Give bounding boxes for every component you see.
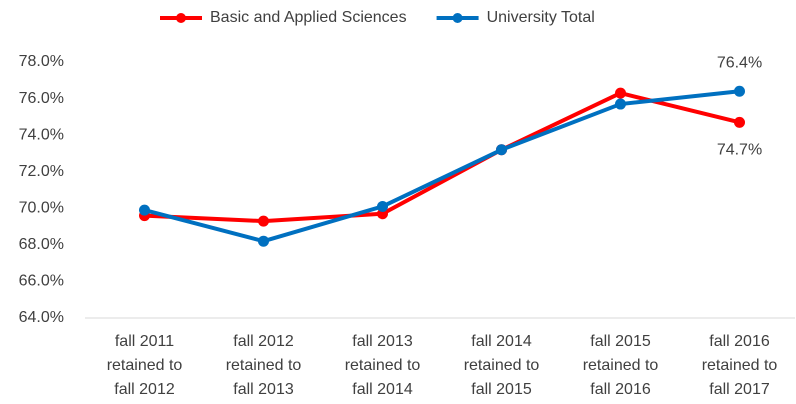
data-label: 74.7% — [717, 142, 762, 159]
series-marker — [615, 87, 626, 99]
series-line — [144, 91, 740, 224]
series-marker — [496, 144, 507, 156]
y-tick-label: 68.0% — [19, 236, 64, 253]
x-tick-label: fall 2016 — [590, 381, 651, 398]
x-tick-label: fall 2017 — [709, 381, 770, 398]
x-tick-label: fall 2013 — [233, 381, 294, 398]
series-marker — [734, 85, 745, 97]
x-tick-label: retained to — [583, 357, 659, 374]
x-tick-label: fall 2016 — [709, 333, 770, 350]
legend-marker — [176, 13, 186, 23]
x-tick-label: retained to — [107, 357, 183, 374]
series-marker — [258, 235, 269, 247]
series-marker — [139, 204, 150, 216]
series-line — [143, 89, 740, 244]
y-tick-label: 70.0% — [19, 200, 64, 217]
y-tick-label: 72.0% — [19, 163, 64, 180]
series-marker — [258, 215, 269, 227]
series-marker — [377, 200, 388, 212]
x-tick-label: fall 2015 — [471, 381, 532, 398]
x-tick-label: fall 2011 — [115, 333, 174, 350]
data-label: 76.4% — [717, 54, 762, 71]
series-marker — [734, 116, 745, 128]
x-tick-label: fall 2012 — [114, 381, 175, 398]
y-tick-label: 78.0% — [19, 53, 64, 70]
legend-label: Basic and Applied Sciences — [210, 9, 407, 26]
x-tick-label: retained to — [464, 357, 540, 374]
y-tick-label: 74.0% — [19, 126, 64, 143]
x-tick-label: retained to — [702, 357, 778, 374]
x-tick-label: fall 2014 — [471, 333, 532, 350]
x-tick-label: retained to — [226, 357, 302, 374]
x-tick-label: fall 2012 — [233, 333, 294, 350]
y-tick-label: 66.0% — [19, 273, 64, 290]
legend-marker — [452, 13, 463, 23]
x-tick-label: fall 2013 — [352, 333, 413, 350]
x-tick-label: retained to — [345, 357, 421, 374]
y-tick-label: 76.0% — [19, 90, 64, 107]
series-marker — [615, 98, 626, 110]
x-tick-label: fall 2015 — [590, 333, 651, 350]
y-tick-label: 64.0% — [19, 309, 64, 326]
x-tick-label: fall 2014 — [352, 381, 413, 398]
legend-label: University Total — [487, 9, 595, 26]
